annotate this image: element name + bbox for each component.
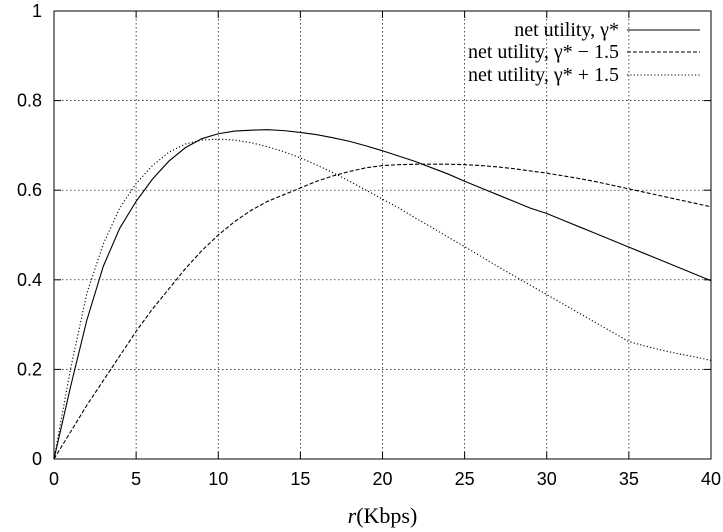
x-tick-label: 10: [208, 469, 228, 489]
x-tick-label: 5: [131, 469, 141, 489]
legend-label-3: net utility, γ* + 1.5: [468, 64, 619, 86]
x-tick-label: 30: [537, 469, 557, 489]
legend-label-2: net utility, γ* − 1.5: [468, 41, 619, 63]
x-tick-labels: 0 5 10 15 20 25 30 35 40: [49, 469, 721, 489]
x-tick-label: 0: [49, 469, 59, 489]
x-axis-label: r(Kbps): [348, 503, 418, 528]
x-tick-label: 25: [455, 469, 475, 489]
series-line-1: [53, 129, 712, 460]
y-tick-label: 0: [32, 449, 42, 469]
y-tick-labels: 0 0.2 0.4 0.6 0.8 1: [17, 1, 42, 469]
y-tick-label: 0.8: [17, 91, 42, 111]
x-axis-label-unit: (Kbps): [356, 503, 417, 528]
series-line-3: [53, 138, 712, 460]
y-tick-label: 1: [32, 1, 42, 21]
series-lines: [53, 129, 712, 460]
grid-lines: [54, 11, 711, 459]
y-tick-label: 0.6: [17, 180, 42, 200]
x-tick-label: 40: [701, 469, 721, 489]
plot-frame: [53, 10, 712, 460]
legend-label-1: net utility, γ*: [514, 19, 619, 41]
x-tick-label: 35: [619, 469, 639, 489]
x-axis-label-var: r: [348, 503, 357, 528]
y-tick-label: 0.4: [17, 270, 42, 290]
x-tick-label: 15: [290, 469, 310, 489]
legend: net utility, γ*net utility, γ* − 1.5net …: [468, 19, 700, 86]
y-tick-label: 0.2: [17, 359, 42, 379]
x-tick-label: 20: [372, 469, 392, 489]
series-line-2: [53, 163, 712, 460]
